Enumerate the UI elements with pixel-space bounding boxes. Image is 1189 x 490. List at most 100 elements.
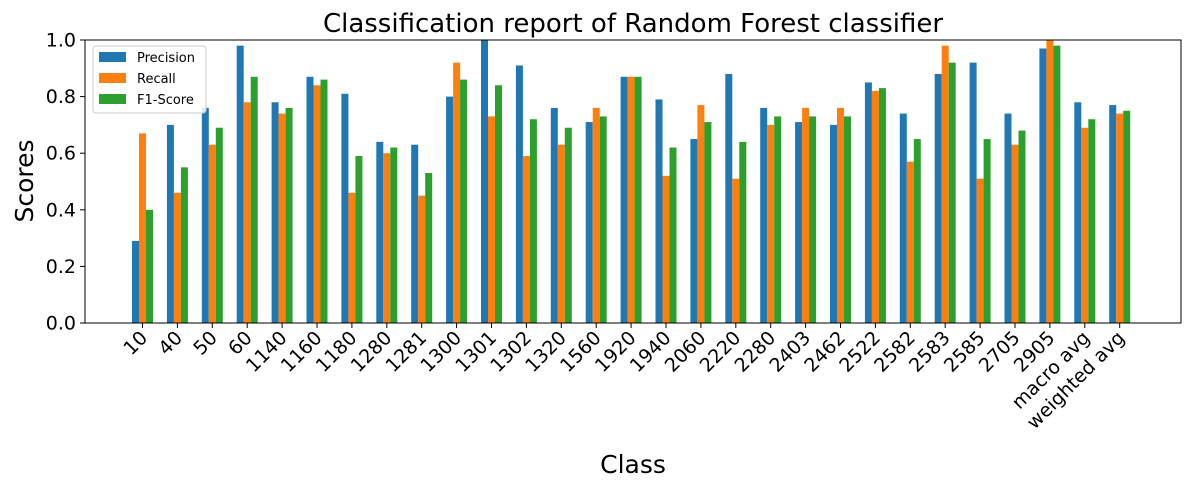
bar-precision-2220: [725, 73, 733, 324]
bar-recall-2220: [732, 178, 740, 323]
bar-f1-score-1180: [355, 156, 363, 323]
bar-f1-score-2583: [948, 62, 956, 323]
bar-precision-1301: [481, 40, 488, 323]
bar-recall-40: [173, 192, 181, 323]
bar-precision-1281: [411, 144, 419, 323]
bar-f1-score-2280: [774, 116, 782, 323]
bar-recall-2462: [837, 107, 844, 323]
bar-f1-score-1301: [495, 85, 502, 323]
bar-precision-10: [132, 240, 139, 323]
bar-f1-score-2705: [1018, 130, 1026, 323]
bar-recall-2583: [941, 45, 949, 323]
bar-f1-score-1281: [425, 173, 433, 323]
bar-f1-score-1920: [634, 76, 642, 323]
y-axis-label: Scores: [10, 139, 39, 222]
bar-precision-2522: [864, 82, 872, 323]
legend-swatch-f1-score: [99, 94, 126, 104]
bar-f1-score-macro-avg: [1088, 119, 1096, 324]
y-tick-label: 0.6: [46, 143, 76, 165]
bar-recall-1140: [278, 113, 286, 323]
bar-precision-1920: [620, 76, 628, 323]
x-tick-label: 10: [119, 327, 152, 360]
y-tick-label: 0.4: [46, 199, 76, 221]
bar-recall-10: [139, 133, 146, 323]
bar-recall-1320: [557, 144, 565, 323]
plot-frame: [84, 39, 1182, 324]
bar-precision-40: [166, 124, 174, 324]
bar-recall-1940: [662, 175, 670, 323]
bar-recall-2060: [697, 105, 705, 323]
bar-recall-1180: [348, 192, 356, 323]
bar-f1-score-weighted-avg: [1123, 110, 1131, 323]
legend-swatch-recall: [99, 73, 126, 83]
chart-title: Classification report of Random Forest c…: [323, 9, 943, 39]
bar-precision-1940: [655, 99, 663, 324]
bar-recall-1301: [488, 116, 495, 323]
bar-recall-1280: [383, 153, 391, 323]
bar-f1-score-2060: [704, 122, 712, 323]
bar-precision-60: [236, 45, 244, 323]
bar-recall-50: [208, 144, 216, 323]
legend-label-recall: Recall: [137, 72, 176, 87]
bar-recall-2705: [1011, 144, 1019, 323]
bar-f1-score-2220: [739, 141, 747, 323]
bar-recall-2585: [976, 178, 984, 323]
bar-recall-60: [243, 102, 251, 323]
bar-recall-1920: [627, 76, 635, 323]
bar-recall-2522: [871, 90, 879, 323]
bar-recall-2280: [767, 124, 775, 324]
bar-precision-1160: [306, 76, 314, 323]
bar-f1-score-1140: [285, 107, 293, 323]
bar-precision-1560: [585, 122, 593, 323]
bar-precision-2403: [795, 122, 803, 323]
bar-recall-1302: [522, 156, 530, 323]
bar-f1-score-2905: [1053, 45, 1061, 323]
x-tick-label: 40: [154, 327, 187, 360]
bar-precision-50: [201, 107, 209, 323]
bar-recall-weighted-avg: [1116, 113, 1124, 323]
bar-precision-2585: [969, 62, 977, 323]
y-tick-label: 1.0: [46, 30, 76, 52]
y-tick-label: 0.2: [46, 256, 76, 278]
bar-f1-score-2462: [844, 116, 851, 323]
bar-precision-2583: [934, 73, 942, 324]
bar-f1-score-40: [180, 167, 188, 323]
bar-f1-score-1320: [564, 127, 572, 323]
y-tick-label: 0.8: [46, 86, 76, 108]
bar-precision-2582: [899, 113, 907, 323]
bar-f1-score-60: [250, 76, 258, 323]
y-tick-label: 0.0: [46, 313, 76, 335]
bar-precision-1320: [550, 107, 558, 323]
bar-f1-score-2522: [878, 88, 886, 323]
bar-f1-score-1280: [390, 147, 398, 323]
bar-precision-2705: [1004, 113, 1012, 323]
bar-recall-2582: [906, 161, 914, 323]
bar-precision-1140: [271, 102, 279, 323]
bar-precision-1280: [376, 141, 384, 323]
bar-f1-score-1560: [599, 116, 607, 323]
bar-precision-macro-avg: [1074, 102, 1082, 323]
bar-f1-score-2582: [913, 139, 921, 323]
legend-label-f1-score: F1-Score: [137, 93, 194, 108]
bar-recall-2905: [1046, 40, 1054, 323]
bar-f1-score-1300: [460, 79, 468, 324]
bar-f1-score-1302: [529, 119, 537, 324]
bar-f1-score-2403: [809, 116, 817, 323]
bar-recall-2403: [802, 107, 810, 323]
bar-precision-1302: [515, 65, 523, 323]
bar-precision-2462: [830, 124, 837, 324]
bar-recall-macro-avg: [1081, 127, 1089, 323]
bar-recall-1281: [418, 195, 426, 323]
bar-precision-1180: [341, 93, 349, 324]
legend-swatch-precision: [99, 52, 126, 62]
bar-precision-1300: [446, 96, 454, 323]
bar-recall-1160: [313, 85, 321, 323]
bar-precision-2280: [760, 107, 768, 323]
bar-f1-score-2585: [983, 139, 991, 323]
bar-f1-score-1940: [669, 147, 677, 323]
x-axis-label: Class: [600, 450, 666, 479]
bar-precision-2905: [1039, 48, 1047, 324]
bar-precision-2060: [690, 139, 698, 323]
x-tick-label: 50: [189, 327, 222, 360]
